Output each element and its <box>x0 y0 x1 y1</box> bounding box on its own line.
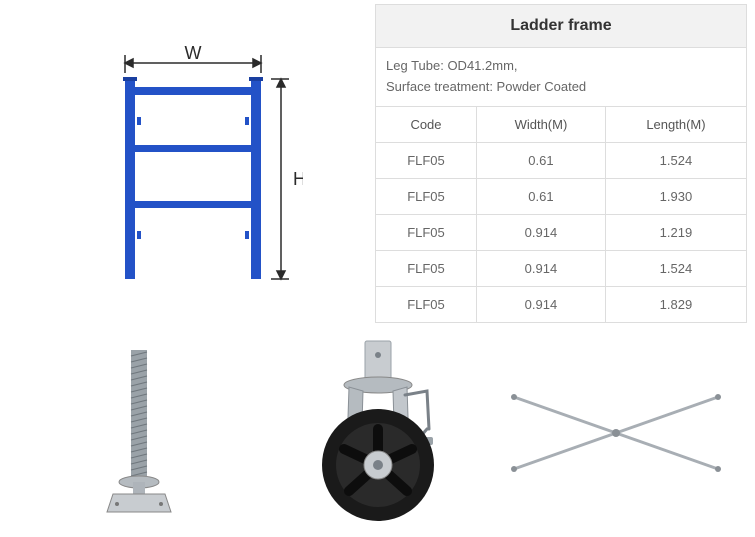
table-row: FLF05 0.914 1.219 <box>376 214 747 250</box>
col-width: Width(M) <box>476 106 605 142</box>
cross-brace-image <box>497 377 735 487</box>
table-row: FLF05 0.914 1.524 <box>376 250 747 286</box>
table-description: Leg Tube: OD41.2mm, Surface treatment: P… <box>376 48 747 107</box>
spec-table-container: Ladder frame Leg Tube: OD41.2mm, Surface… <box>375 0 755 327</box>
screw-jack-image <box>20 342 258 522</box>
table-row: FLF05 0.61 1.930 <box>376 178 747 214</box>
height-label: H <box>293 169 303 189</box>
width-label: W <box>184 43 201 63</box>
table-row: FLF05 0.914 1.829 <box>376 286 747 322</box>
table-row: FLF05 0.61 1.524 <box>376 142 747 178</box>
desc-line-2: Surface treatment: Powder Coated <box>386 79 586 94</box>
ladder-frame-diagram: W H <box>0 0 375 327</box>
caster-wheel-image <box>258 337 496 527</box>
col-code: Code <box>376 106 477 142</box>
ladder-frame-spec-table: Ladder frame Leg Tube: OD41.2mm, Surface… <box>375 4 747 323</box>
table-title: Ladder frame <box>376 5 747 48</box>
ladder-frame-svg: W H <box>93 43 303 293</box>
desc-line-1: Leg Tube: OD41.2mm, <box>386 58 518 73</box>
col-length: Length(M) <box>605 106 746 142</box>
